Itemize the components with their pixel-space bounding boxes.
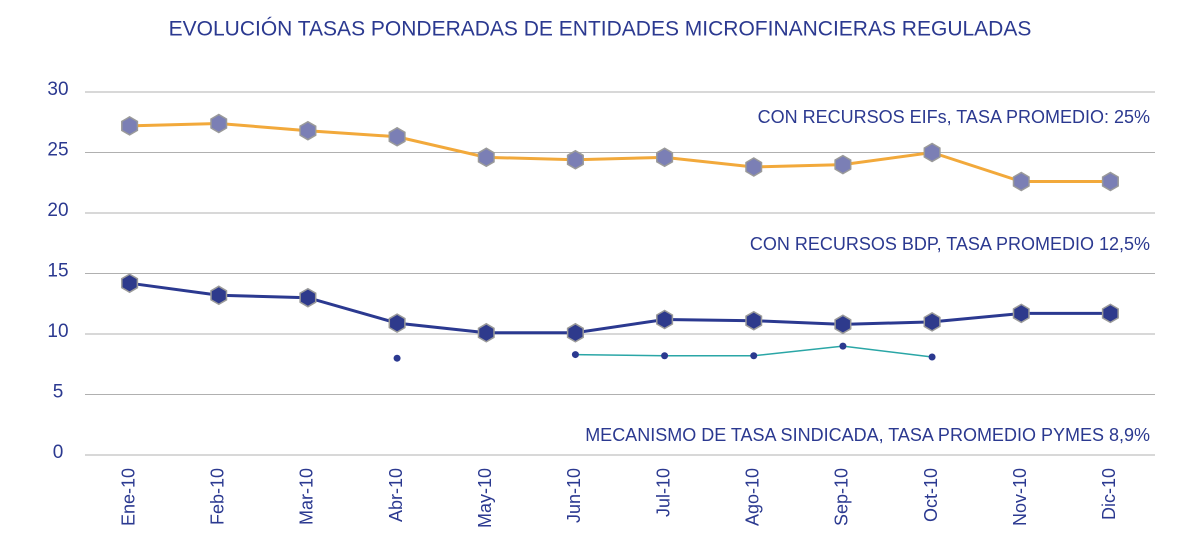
x-tick-label: Feb-10 <box>208 468 228 525</box>
point-marker <box>571 351 579 359</box>
point-marker <box>745 310 763 331</box>
point-marker <box>928 353 936 361</box>
chart-title: EVOLUCIÓN TASAS PONDERADAS DE ENTIDADES … <box>169 18 1032 41</box>
point-marker <box>834 154 852 175</box>
point-marker <box>923 312 941 332</box>
point-marker <box>299 287 317 308</box>
point-marker <box>121 273 139 294</box>
point-marker <box>210 113 228 134</box>
x-tick-label: May-10 <box>475 468 495 528</box>
x-tick-label: Jul-10 <box>653 468 673 517</box>
point-marker <box>393 354 401 362</box>
point-marker <box>656 309 674 330</box>
series-annotation: CON RECURSOS BDP, TASA PROMEDIO 12,5% <box>750 234 1150 254</box>
point-marker <box>923 142 941 163</box>
point-marker <box>839 342 847 350</box>
point-marker <box>1012 171 1030 192</box>
series-line <box>129 281 1111 335</box>
point-marker <box>661 352 669 360</box>
point-marker <box>121 116 139 136</box>
point-marker <box>388 126 406 147</box>
point-marker <box>477 322 495 343</box>
point-marker <box>477 147 495 168</box>
x-tick-label: Sep-10 <box>832 468 852 526</box>
x-tick-label: Mar-10 <box>297 468 317 525</box>
x-tick-label: Dic-10 <box>1099 468 1119 520</box>
point-marker <box>1101 303 1119 324</box>
point-marker <box>566 149 584 170</box>
series-annotation: CON RECURSOS EIFs, TASA PROMEDIO: 25% <box>758 107 1150 127</box>
point-marker <box>388 313 406 333</box>
x-tick-label: Ene-10 <box>118 468 138 526</box>
point-marker <box>745 157 763 177</box>
point-marker <box>834 314 852 335</box>
y-tick-label: 25 <box>47 140 68 161</box>
series-line <box>129 121 1111 184</box>
point-marker <box>750 352 758 360</box>
y-tick-label: 0 <box>53 442 64 463</box>
x-tick-label: Jun-10 <box>564 468 584 523</box>
y-tick-label: 15 <box>47 261 68 282</box>
point-marker <box>299 120 317 141</box>
x-tick-label: Nov-10 <box>1010 468 1030 526</box>
y-tick-label: 10 <box>47 321 68 342</box>
point-marker <box>1012 303 1030 324</box>
series-annotation: MECANISMO DE TASA SINDICADA, TASA PROMED… <box>585 425 1150 445</box>
point-marker <box>566 322 584 343</box>
y-tick-label: 20 <box>47 200 68 221</box>
x-tick-label: Oct-10 <box>921 468 941 522</box>
point-marker <box>656 147 674 168</box>
y-tick-label: 30 <box>47 79 68 100</box>
x-tick-label: Ago-10 <box>743 468 763 526</box>
point-marker <box>1101 171 1119 192</box>
point-marker <box>210 285 228 306</box>
y-tick-label: 5 <box>53 382 64 403</box>
x-tick-label: Abr-10 <box>386 468 406 522</box>
